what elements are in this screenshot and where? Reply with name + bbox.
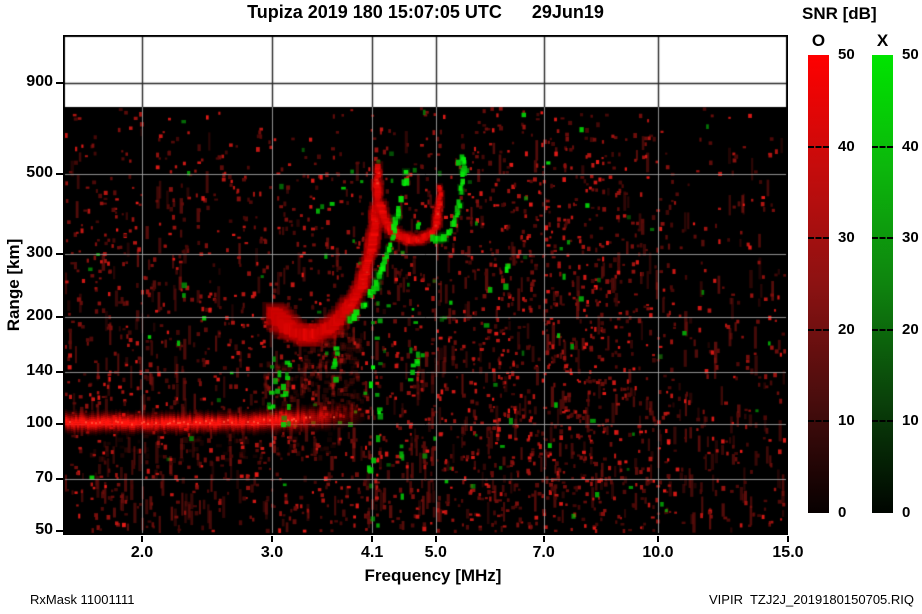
y-tick-label: 50 <box>35 521 53 539</box>
o-colorbar-tick-mark <box>808 237 829 240</box>
o-colorbar-tick-label: 10 <box>838 412 855 430</box>
filename-text: VIPIR TZJ2J_2019180150705.RIQ <box>709 592 914 607</box>
x-mode-colorbar <box>872 55 893 513</box>
y-tick-label: 300 <box>26 243 53 261</box>
y-tick-label: 70 <box>35 469 53 487</box>
o-colorbar-tick-label: 0 <box>838 504 847 521</box>
x-tick-mark <box>656 536 659 542</box>
y-tick-mark <box>56 423 63 425</box>
x-tick-label: 4.1 <box>361 544 384 561</box>
y-tick-label: 500 <box>26 164 53 182</box>
x-tick-label: 5.0 <box>424 544 447 561</box>
x-tick-mark <box>141 536 143 542</box>
x-colorbar-tick-label: 20 <box>902 320 919 338</box>
y-tick-mark <box>56 252 63 255</box>
y-tick-label: 140 <box>26 361 53 379</box>
y-tick-mark <box>56 315 63 318</box>
o-mode-label: O <box>811 31 826 50</box>
ionogram-plot-canvas <box>63 35 788 535</box>
colorbar-title: SNR [dB] <box>802 4 877 23</box>
x-tick-mark <box>434 536 437 542</box>
o-colorbar-tick-label: 40 <box>838 137 855 155</box>
y-tick-mark <box>56 530 63 533</box>
x-tick-mark <box>786 536 789 542</box>
x-colorbar-tick-label: 10 <box>902 412 919 430</box>
y-tick-mark <box>56 370 63 373</box>
y-tick-mark <box>56 173 63 176</box>
y-tick-mark <box>56 478 63 481</box>
y-tick-mark <box>56 82 63 85</box>
y-tick-label: 900 <box>26 73 53 91</box>
x-tick-label: 10.0 <box>642 544 674 561</box>
x-colorbar-tick-label: 30 <box>902 229 919 247</box>
x-axis-title: Frequency [MHz] <box>364 566 502 585</box>
rxmask-text: RxMask 11001111 <box>30 592 135 607</box>
x-tick-mark <box>371 536 374 542</box>
x-tick-label: 7.0 <box>532 544 555 561</box>
x-tick-mark <box>542 536 545 542</box>
x-tick-mark <box>270 536 273 542</box>
x-colorbar-tick-label: 40 <box>902 137 919 155</box>
x-tick-label: 3.0 <box>260 544 284 561</box>
x-mode-label: X <box>876 31 889 50</box>
y-tick-label: 100 <box>26 414 53 431</box>
x-colorbar-tick-label: 0 <box>902 504 911 521</box>
plot-title: Tupiza 2019 180 15:07:05 UTC 29Jun19 <box>247 2 604 22</box>
x-colorbar-tick-mark <box>872 328 893 331</box>
o-colorbar-tick-label: 20 <box>838 320 855 338</box>
o-colorbar-tick-label: 50 <box>838 46 855 63</box>
y-tick-label: 200 <box>26 306 53 324</box>
o-mode-colorbar <box>808 55 829 513</box>
x-colorbar-tick-mark <box>872 237 893 240</box>
x-colorbar-tick-mark <box>872 145 893 148</box>
x-tick-label: 15.0 <box>772 544 804 561</box>
x-colorbar-tick-mark <box>872 420 893 423</box>
o-colorbar-tick-mark <box>808 420 829 423</box>
o-colorbar-tick-mark <box>808 145 829 148</box>
o-colorbar-tick-label: 30 <box>838 229 855 247</box>
o-colorbar-tick-mark <box>808 328 829 331</box>
x-colorbar-tick-label: 50 <box>902 46 919 63</box>
x-tick-label: 2.0 <box>130 544 154 561</box>
